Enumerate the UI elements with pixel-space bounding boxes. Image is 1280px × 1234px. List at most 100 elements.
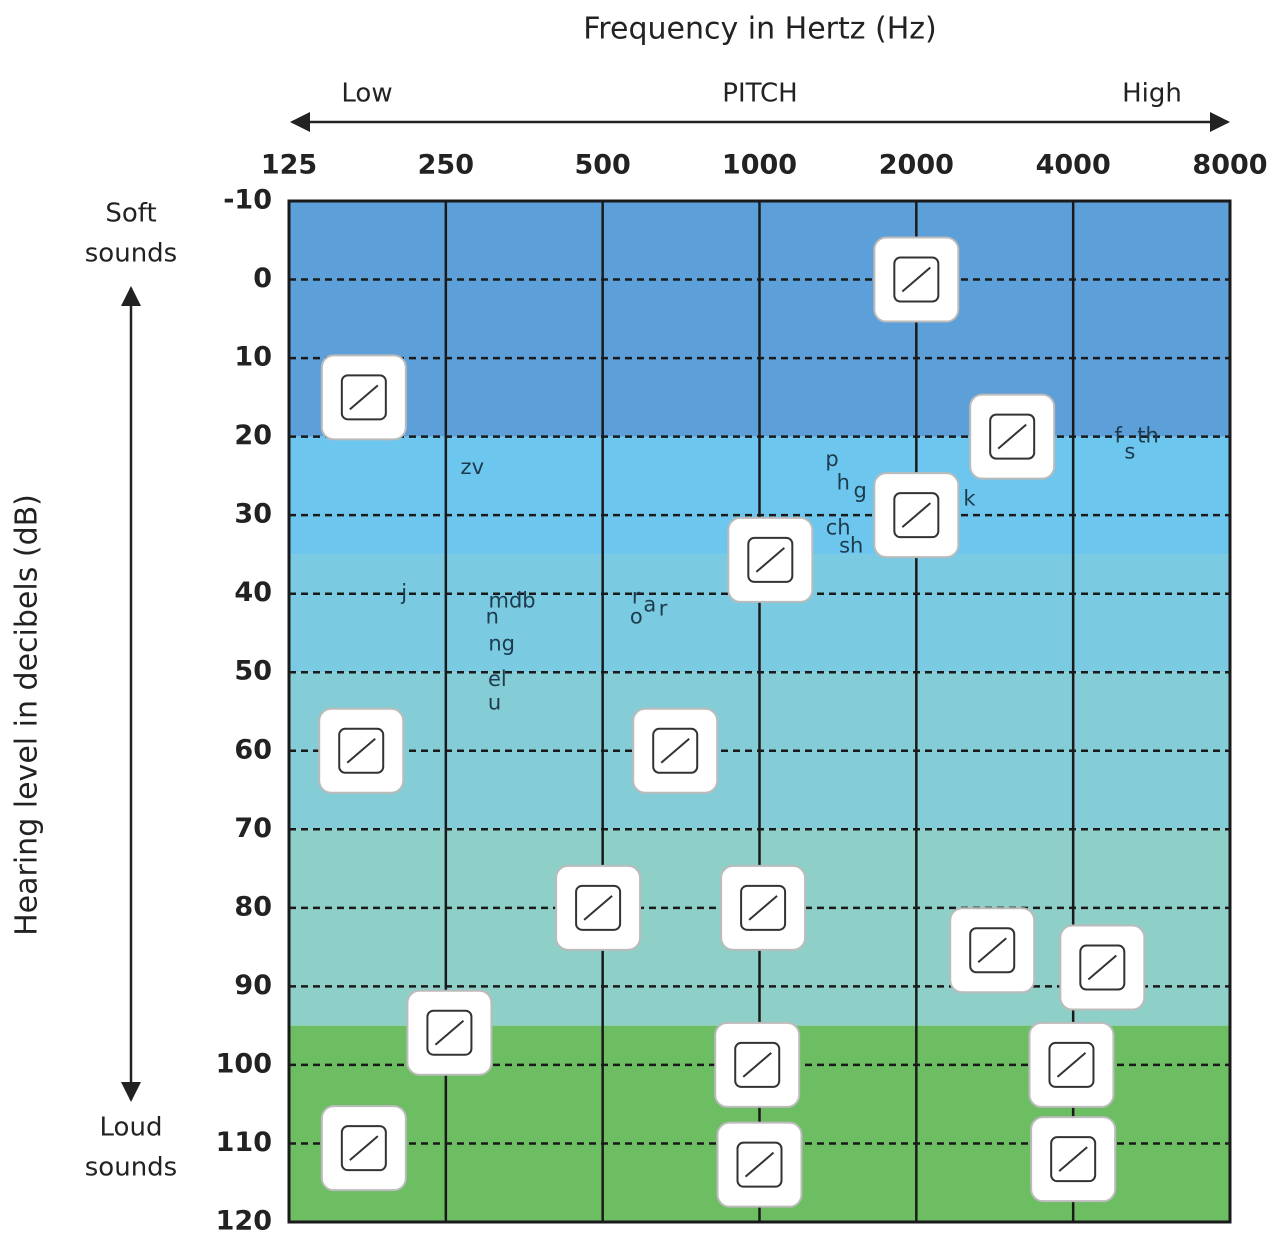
icon-glyph xyxy=(346,738,376,764)
pitch-label: Low xyxy=(341,79,392,109)
y-tick-label: -10 xyxy=(223,185,272,216)
icon-glyph xyxy=(893,256,940,303)
speech-sound: p xyxy=(825,447,838,471)
y-axis-label: Hearing level in decibels (dB) xyxy=(10,494,45,936)
sound-icon xyxy=(873,236,960,323)
y-tick-label: 20 xyxy=(234,420,272,451)
soft-label: sounds xyxy=(85,239,177,269)
x-tick-label: 125 xyxy=(261,150,317,181)
speech-sound: h xyxy=(837,471,850,495)
loud-label: Loud xyxy=(100,1113,163,1143)
icon-glyph xyxy=(997,423,1027,450)
speech-sound: ng xyxy=(488,632,515,656)
sound-icon xyxy=(716,1121,803,1208)
icon-glyph xyxy=(736,1141,783,1188)
speech-sound: u xyxy=(488,691,501,715)
speech-sound: g xyxy=(853,479,866,503)
icon-glyph xyxy=(338,727,385,774)
x-tick-label: 4000 xyxy=(1036,150,1111,181)
sound-icon xyxy=(873,472,960,559)
y-tick-label: 50 xyxy=(234,656,272,687)
pitch-label: PITCH xyxy=(722,79,797,109)
sound-icon xyxy=(949,907,1036,994)
icon-glyph xyxy=(434,1019,465,1046)
speech-sound: mdb xyxy=(488,589,535,613)
icon-glyph xyxy=(1056,1052,1087,1078)
x-tick-label: 1000 xyxy=(722,150,797,181)
icon-glyph xyxy=(349,384,379,411)
y-tick-label: 80 xyxy=(234,891,272,922)
sound-icon xyxy=(555,864,642,951)
x-tick-label: 250 xyxy=(418,150,474,181)
speech-sound: r xyxy=(659,596,668,620)
sound-icon xyxy=(1059,924,1146,1011)
plot-border xyxy=(287,199,1232,1224)
icon-glyph xyxy=(901,266,931,293)
x-tick-label: 8000 xyxy=(1192,150,1267,181)
y-tick-label: 0 xyxy=(253,263,272,294)
speech-sound: f xyxy=(1114,424,1122,448)
speech-sound: n xyxy=(486,604,499,628)
x-tick-label: 500 xyxy=(574,150,630,181)
icon-glyph xyxy=(1087,954,1117,981)
y-tick-label: 10 xyxy=(234,342,272,373)
sound-icon xyxy=(318,707,405,794)
sound-icon xyxy=(320,1105,407,1192)
icon-glyph xyxy=(340,374,387,421)
icon-glyph xyxy=(977,937,1007,964)
icon-glyph xyxy=(893,492,940,539)
speech-sound: sh xyxy=(839,534,863,558)
sound-icon xyxy=(632,707,719,794)
sound-icon xyxy=(714,1021,801,1108)
icon-glyph xyxy=(1048,1041,1095,1088)
icon-glyph xyxy=(660,738,690,764)
plot: -10 0 10 20 30 40 50 60 70 80 90 100 110 120 125 250 500… xyxy=(216,150,1268,1234)
icon-glyph xyxy=(1058,1146,1088,1172)
chart-title: Frequency in Hertz (Hz) xyxy=(583,12,937,47)
icon-glyph xyxy=(1050,1136,1097,1183)
sound-icon xyxy=(406,989,493,1076)
icon-glyph xyxy=(426,1009,473,1056)
y-tick-label: 30 xyxy=(234,499,272,530)
pitch-label: High xyxy=(1122,79,1182,109)
icon-glyph xyxy=(744,1151,775,1178)
icon-glyph xyxy=(755,547,785,573)
speech-sound: r xyxy=(632,585,641,609)
x-tick-label: 2000 xyxy=(879,150,954,181)
sound-icon xyxy=(1028,1021,1115,1108)
icon-glyph xyxy=(575,884,622,931)
speech-sound: s xyxy=(1124,439,1135,463)
icon-glyph xyxy=(340,1125,387,1172)
speech-sound: th xyxy=(1137,424,1159,448)
sound-icon xyxy=(727,516,814,603)
sound-icon xyxy=(720,864,807,951)
speech-sound: a xyxy=(643,592,656,616)
icon-glyph xyxy=(1079,944,1126,991)
icon-glyph xyxy=(734,1041,781,1088)
icon-glyph xyxy=(742,1052,772,1078)
sound-icon xyxy=(969,393,1056,480)
y-tick-label: 60 xyxy=(234,734,272,765)
icon-glyph xyxy=(747,536,794,583)
icon-glyph xyxy=(989,413,1036,460)
y-tick-label: 90 xyxy=(234,970,272,1001)
soft-label: Soft xyxy=(105,199,156,229)
speech-sound: j xyxy=(400,581,407,605)
y-tick-label: 120 xyxy=(216,1206,272,1234)
icon-glyph xyxy=(652,727,699,774)
speech-sound: k xyxy=(963,486,976,510)
speech-sound: zv xyxy=(461,455,484,479)
speech-sound: el xyxy=(488,667,507,691)
y-tick-label: 100 xyxy=(216,1048,272,1079)
speech-sound: ch xyxy=(826,516,851,540)
y-tick-label: 70 xyxy=(234,813,272,844)
speech-sound: o xyxy=(630,604,643,628)
loud-label: sounds xyxy=(85,1153,177,1183)
icon-glyph xyxy=(748,895,778,921)
icon-glyph xyxy=(583,895,613,921)
sound-icon xyxy=(320,354,407,441)
icon-glyph xyxy=(740,884,787,931)
sound-icon xyxy=(1030,1116,1117,1203)
